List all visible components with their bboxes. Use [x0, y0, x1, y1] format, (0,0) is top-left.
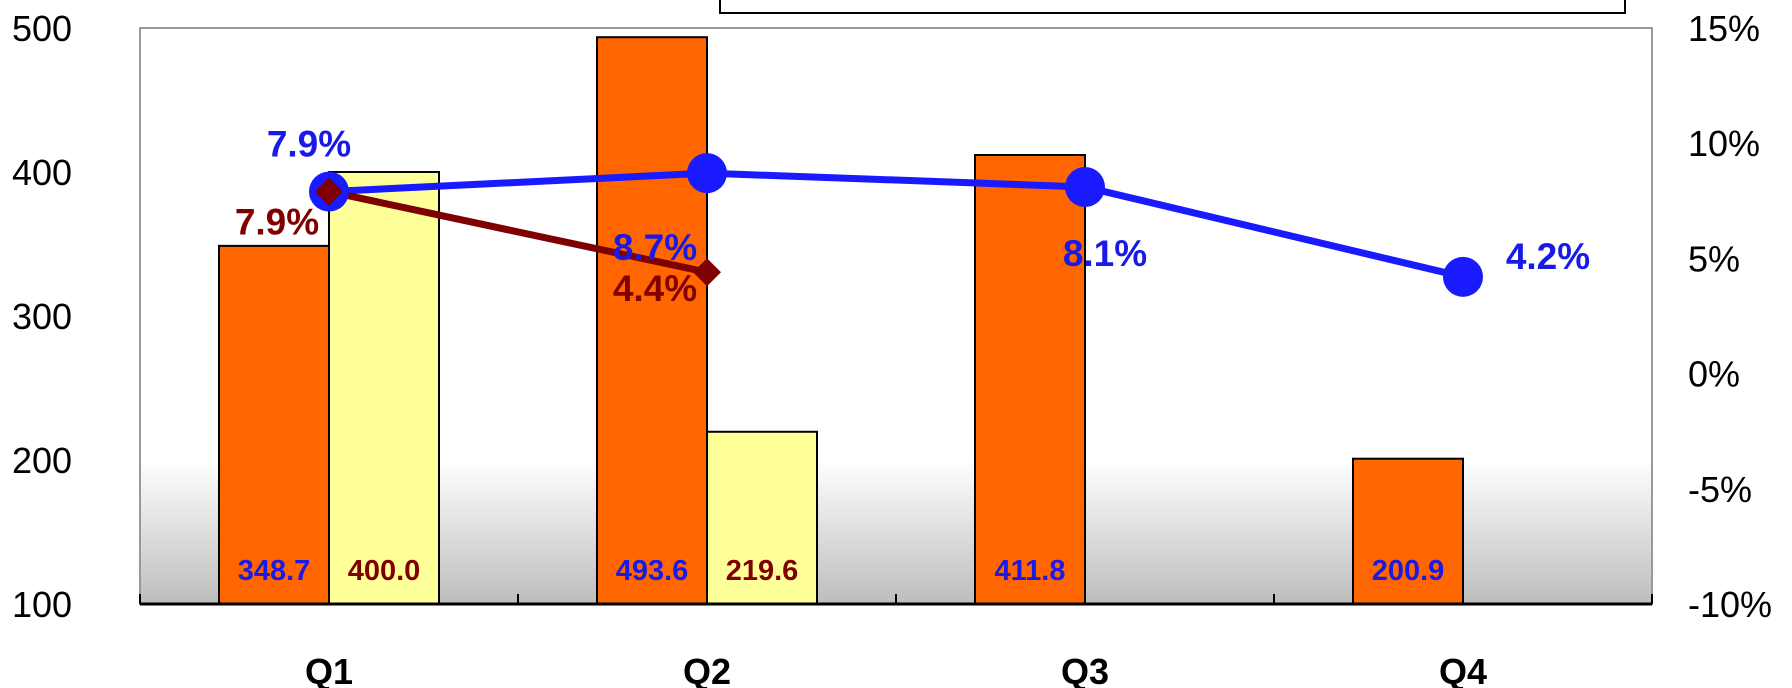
bar-value-label: 400.0: [348, 555, 421, 587]
line-value-label: 4.4%: [613, 268, 697, 309]
line-marker-circle: [1065, 166, 1105, 207]
bar-q3-series1: [974, 154, 1086, 605]
line-value-label: 8.1%: [1063, 233, 1147, 274]
y-left-tick-label: 200: [12, 440, 72, 481]
bar-value-label: 348.7: [238, 555, 311, 587]
line-value-label: 8.7%: [613, 227, 697, 268]
x-category-label: Q3: [1061, 651, 1109, 688]
y-right-tick-label: 15%: [1688, 8, 1760, 49]
y-left-tick-label: 300: [12, 296, 72, 337]
x-category-label: Q1: [305, 651, 353, 688]
bar-value-label: 219.6: [726, 555, 799, 587]
y-right-tick-label: -10%: [1688, 584, 1772, 625]
y-right-tick-label: 5%: [1688, 238, 1740, 279]
line-marker-diamond: [315, 177, 343, 206]
line-series-2: [328, 188, 708, 276]
y-right-tick-label: 10%: [1688, 123, 1760, 164]
y-left-tick-label: 500: [12, 8, 72, 49]
line-value-label: 7.9%: [235, 202, 319, 243]
y-left-tick-label: 100: [12, 584, 72, 625]
line-value-label: 4.2%: [1506, 236, 1590, 277]
bar-value-label: 411.8: [995, 555, 1066, 587]
x-category-label: Q2: [683, 651, 731, 688]
line-marker-diamond: [693, 258, 721, 287]
bar-value-label: 200.9: [1372, 555, 1445, 587]
line-marker-circle: [687, 153, 727, 194]
line-series-1: [328, 169, 1464, 281]
x-category-label: Q4: [1439, 651, 1487, 688]
bar-value-label: 493.6: [616, 555, 689, 587]
legend-box-partial: [719, 0, 1626, 14]
bar-q1-series1: [218, 244, 330, 605]
bar-q4-series1: [1352, 457, 1464, 606]
y-right-tick-label: -5%: [1688, 469, 1752, 510]
line-value-label: 7.9%: [267, 124, 351, 165]
y-left-tick-label: 400: [12, 152, 72, 193]
y-right-tick-label: 0%: [1688, 354, 1740, 395]
line-marker-circle: [1443, 256, 1483, 297]
bar-q2-series2: [706, 430, 818, 605]
bar-q2-series1: [596, 36, 708, 605]
bar-q1-series2: [328, 171, 440, 605]
